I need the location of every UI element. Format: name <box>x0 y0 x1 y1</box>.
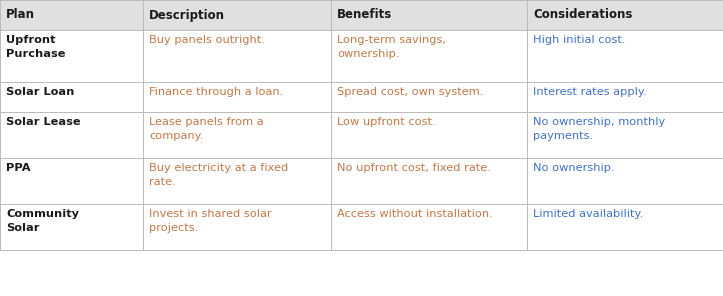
Bar <box>0 0 723 250</box>
Text: Buy panels outright.: Buy panels outright. <box>149 35 265 45</box>
Text: PPA: PPA <box>6 163 30 173</box>
Text: Plan: Plan <box>6 9 35 22</box>
Text: Spread cost, own system.: Spread cost, own system. <box>337 87 484 97</box>
Text: Description: Description <box>149 9 225 22</box>
Text: Invest in shared solar
projects.: Invest in shared solar projects. <box>149 209 272 233</box>
Text: Interest rates apply.: Interest rates apply. <box>533 87 646 97</box>
Text: No ownership.: No ownership. <box>533 163 615 173</box>
Bar <box>0 82 723 112</box>
Text: Finance through a loan.: Finance through a loan. <box>149 87 283 97</box>
Text: Long-term savings,
ownership.: Long-term savings, ownership. <box>337 35 446 59</box>
Text: Access without installation.: Access without installation. <box>337 209 493 219</box>
Text: No ownership, monthly
payments.: No ownership, monthly payments. <box>533 117 665 141</box>
Bar <box>0 0 723 30</box>
Bar <box>0 158 723 204</box>
Bar <box>0 30 723 82</box>
Text: Upfront
Purchase: Upfront Purchase <box>6 35 66 59</box>
Text: Buy electricity at a fixed
rate.: Buy electricity at a fixed rate. <box>149 163 288 187</box>
Text: Solar Lease: Solar Lease <box>6 117 81 127</box>
Text: Considerations: Considerations <box>533 9 633 22</box>
Text: Community
Solar: Community Solar <box>6 209 79 233</box>
Text: Lease panels from a
company.: Lease panels from a company. <box>149 117 264 141</box>
Text: No upfront cost, fixed rate.: No upfront cost, fixed rate. <box>337 163 491 173</box>
Text: Low upfront cost.: Low upfront cost. <box>337 117 436 127</box>
Text: Benefits: Benefits <box>337 9 393 22</box>
Text: Limited availability.: Limited availability. <box>533 209 643 219</box>
Bar <box>0 112 723 158</box>
Text: High initial cost.: High initial cost. <box>533 35 625 45</box>
Text: Solar Loan: Solar Loan <box>6 87 74 97</box>
Bar <box>0 204 723 250</box>
